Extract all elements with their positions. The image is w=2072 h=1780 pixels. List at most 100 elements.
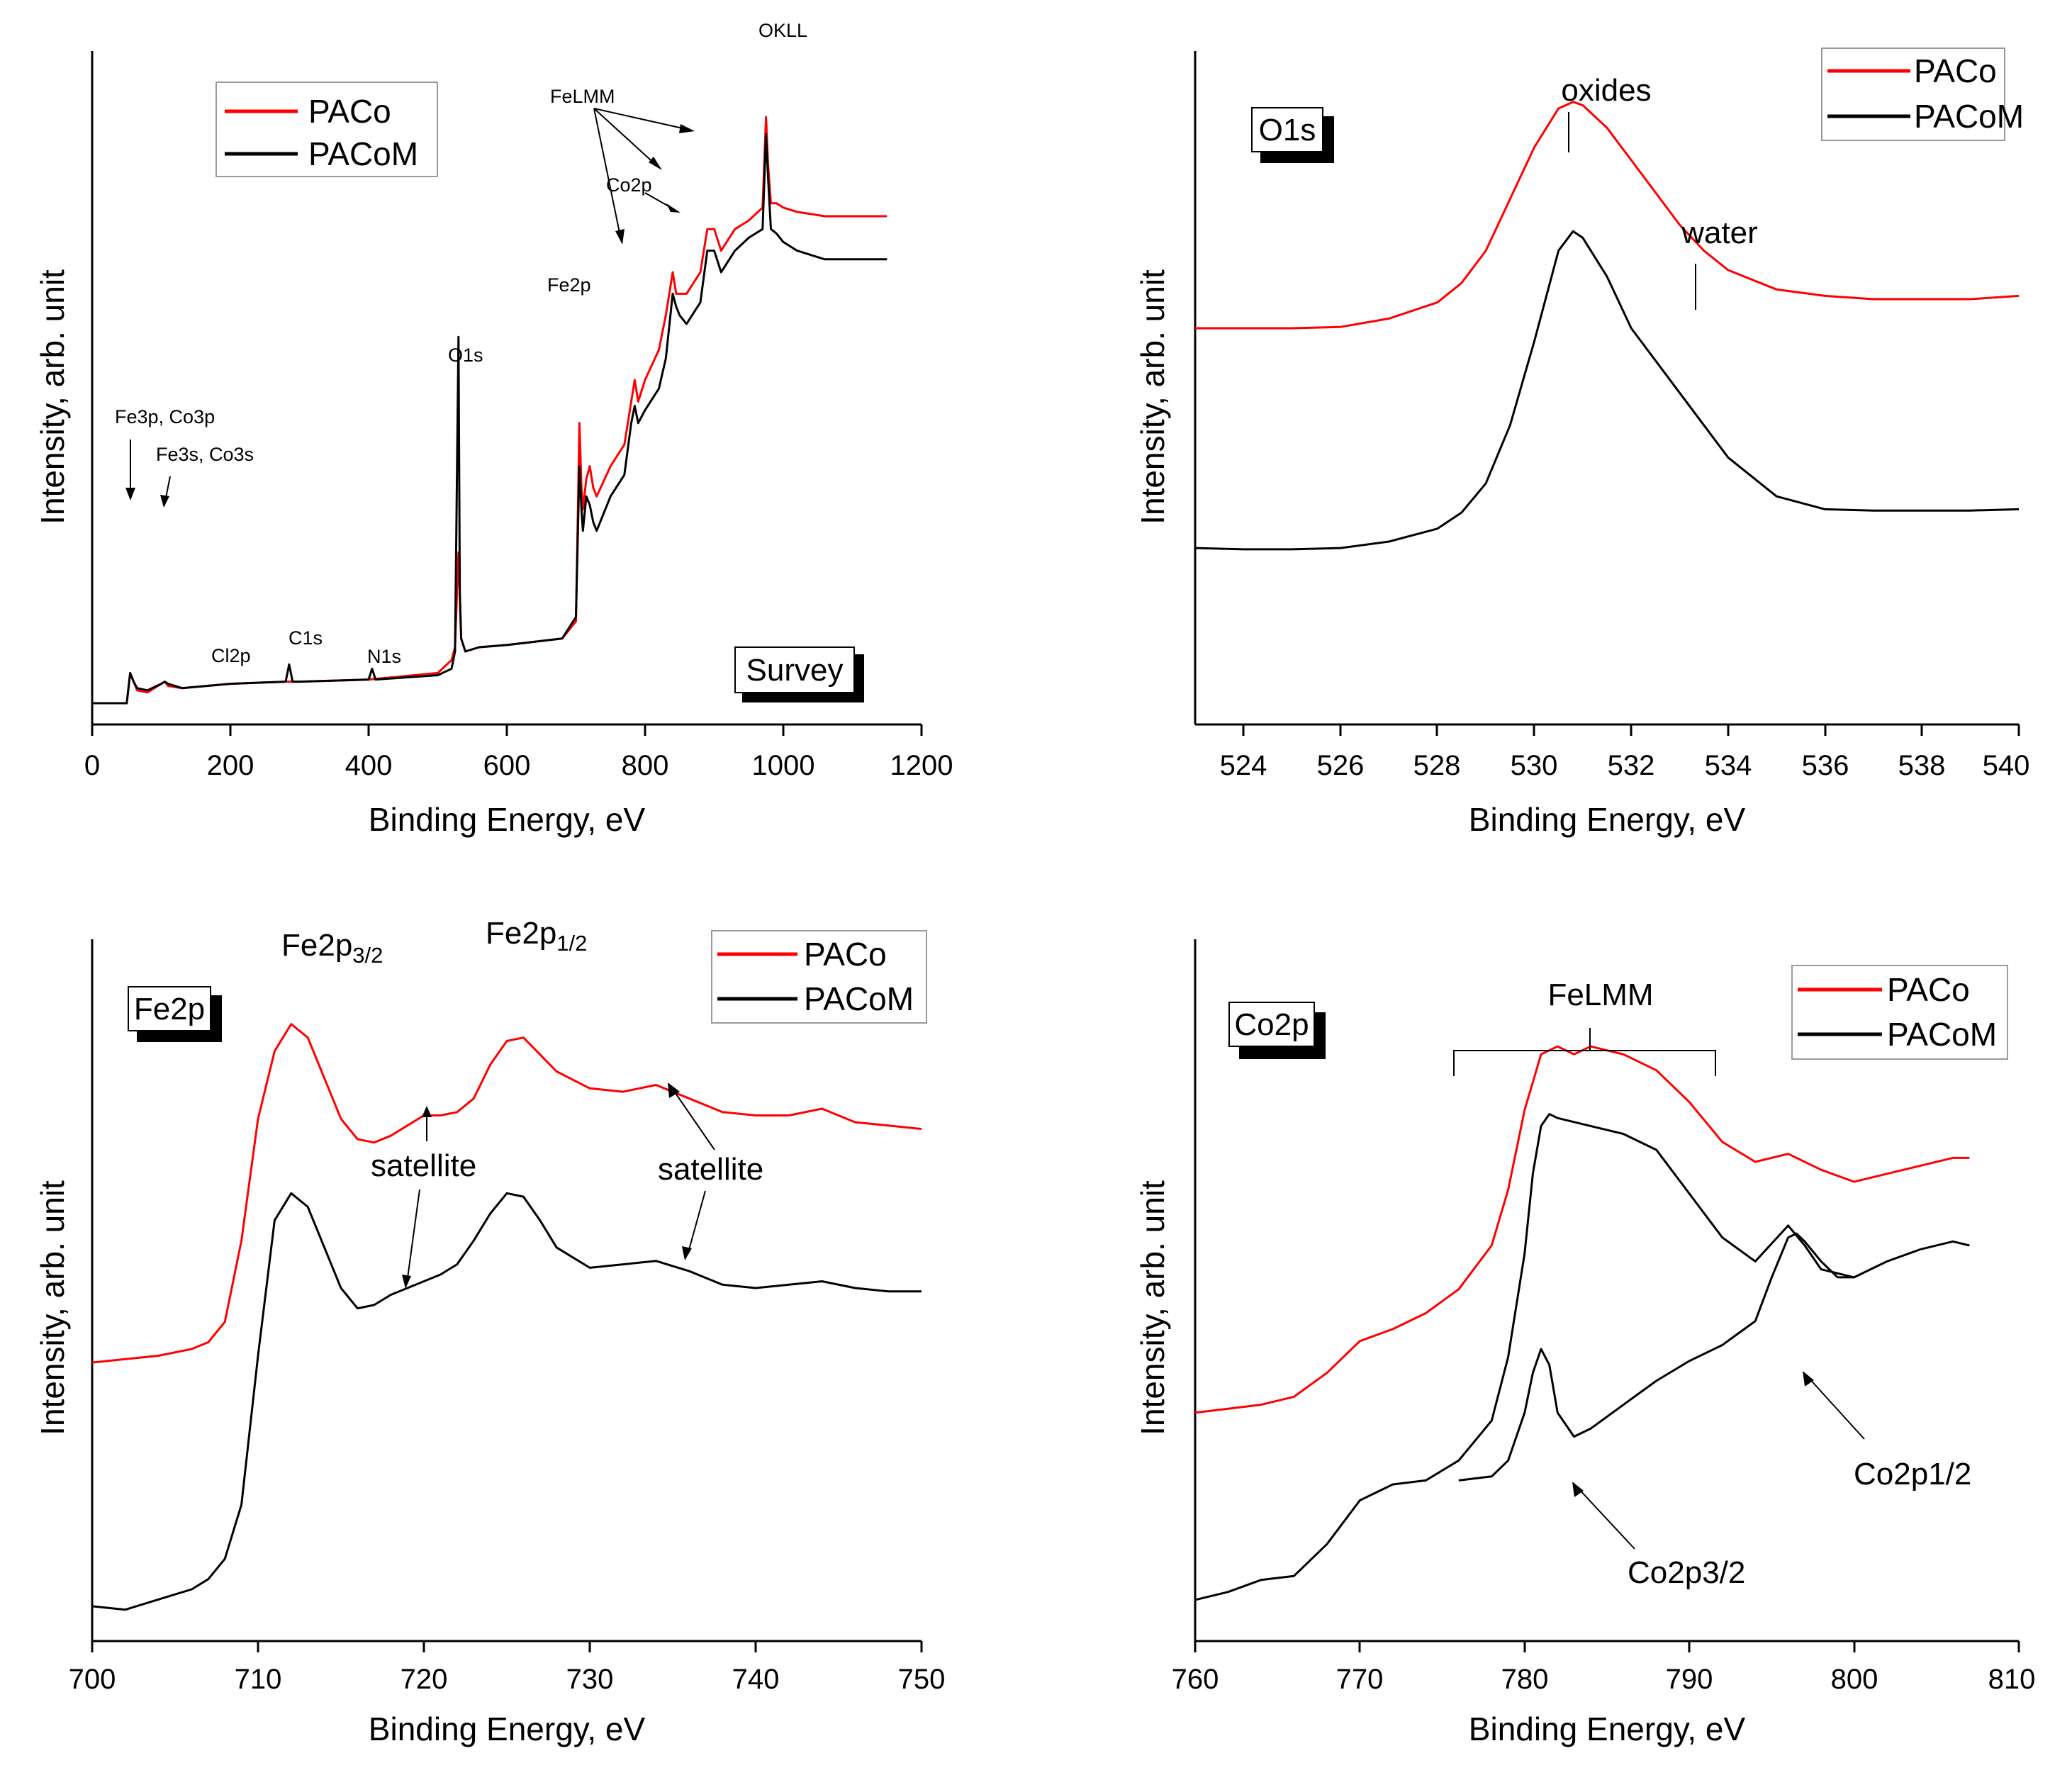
survey-legend-label-pacom: PACoM: [308, 135, 418, 172]
fe2p-y-axis-title: Intensity, arb. unit: [34, 1180, 71, 1435]
fe2p-arrowhead-icon: [402, 1275, 411, 1289]
fe2p-ann-fe2p32-main: Fe2p: [281, 928, 352, 963]
co2p-x-tick-label: 790: [1666, 1664, 1713, 1695]
fe2p-x-tick-label: 750: [898, 1664, 946, 1695]
fe2p-legend-label-paco: PACo: [804, 936, 887, 973]
fe2p-ann-satellite-right: satellite: [658, 1152, 763, 1187]
co2p-legend-box: [1791, 965, 2008, 1060]
survey-arrowhead-icon: [666, 203, 681, 213]
o1s-label-text: O1s: [1259, 113, 1316, 147]
fe2p-annotations: Fe2p3/2 Fe2p1/2 satellite satellite: [281, 916, 763, 1289]
co2p-x-tick-labels: 760 770 780 790 800 810: [1172, 1664, 2036, 1695]
co2p-arrow-co2p32: [1577, 1487, 1635, 1550]
o1s-legend-box: [1821, 47, 2005, 141]
fe2p-paco-line: [91, 1023, 922, 1364]
survey-arrow-felmm-3: [593, 108, 622, 240]
survey-ann-c1s: C1s: [289, 627, 323, 649]
o1s-legend-label-paco: PACo: [1914, 52, 1997, 89]
co2p-arrowhead-icon: [1572, 1482, 1584, 1497]
fe2p-legend-box: [711, 930, 927, 1024]
co2p-label-box: [1228, 1002, 1315, 1047]
fe2p-panel: 700 710 720 730 740 750 Binding Energy, …: [34, 916, 945, 1747]
fe2p-x-tick-labels: 700 710 720 730 740 750: [69, 1664, 946, 1695]
co2p-ann-co2p32: Co2p3/2: [1628, 1555, 1745, 1590]
fe2p-arrowhead-icon: [422, 1106, 432, 1117]
survey-ann-fe3p-co3p: Fe3p, Co3p: [115, 406, 215, 427]
fe2p-arrow-sat-right-up: [671, 1087, 715, 1151]
survey-ann-felmm: FeLMM: [550, 86, 615, 107]
co2p-pacom-line: [1194, 1113, 1970, 1601]
fe2p-ann-fe2p12-main: Fe2p: [486, 916, 556, 951]
co2p-panel-label: Co2p: [1228, 1002, 1326, 1059]
co2p-fit-line: [1458, 1232, 1854, 1482]
survey-arrowhead-icon: [160, 495, 169, 508]
fe2p-ann-satellite-left: satellite: [371, 1148, 476, 1183]
survey-panel-label: Survey: [734, 646, 864, 703]
co2p-legend: PACo PACoM: [1791, 965, 2008, 1060]
fe2p-x-tick-label: 740: [732, 1664, 780, 1695]
o1s-panel-label: O1s: [1251, 107, 1334, 163]
o1s-ann-oxides: oxides: [1561, 73, 1651, 108]
fe2p-ann-fe2p32: Fe2p3/2: [281, 928, 383, 968]
survey-x-tick-label: 600: [483, 750, 531, 781]
survey-legend-box: [215, 82, 438, 177]
survey-legend: PACo PACoM: [215, 82, 438, 177]
o1s-pacom-line: [1194, 230, 2020, 551]
survey-arrowhead-icon: [649, 157, 662, 170]
co2p-y-axis-title: Intensity, arb. unit: [1134, 1180, 1171, 1435]
co2p-felmm-bracket: [1453, 1028, 1716, 1076]
fe2p-x-tick-label: 720: [401, 1664, 448, 1695]
co2p-panel: 760 770 780 790 800 810 Binding Energy, …: [1134, 939, 2035, 1747]
survey-ann-okll: OKLL: [758, 20, 807, 41]
fe2p-x-tick-label: 700: [69, 1664, 116, 1695]
survey-ann-fe3s-co3s: Fe3s, Co3s: [156, 444, 254, 465]
survey-x-axis-title: Binding Energy, eV: [369, 801, 646, 838]
survey-arrow-felmm-2: [593, 108, 659, 167]
survey-annotations: Fe3p, Co3p Fe3s, Co3s Cl2p C1s N1s O1s F…: [115, 20, 807, 667]
survey-arrowhead-icon: [125, 488, 135, 500]
o1s-legend-label-pacom: PACoM: [1914, 98, 2024, 135]
survey-x-tick-label: 1200: [890, 750, 953, 781]
o1s-x-tick-label: 526: [1317, 750, 1365, 781]
survey-ann-cl2p: Cl2p: [211, 645, 251, 666]
fe2p-ann-fe2p12-sub: 1/2: [556, 931, 587, 956]
o1s-ann-water: water: [1681, 215, 1758, 250]
fe2p-legend-label-pacom: PACoM: [804, 980, 914, 1017]
fe2p-label-box: [128, 986, 211, 1031]
co2p-label-text: Co2p: [1234, 1007, 1309, 1042]
o1s-paco-line: [1195, 101, 2020, 330]
o1s-x-tick-label: 534: [1705, 750, 1752, 781]
survey-x-tick-label: 200: [207, 750, 254, 781]
co2p-x-axis-title: Binding Energy, eV: [1469, 1711, 1746, 1747]
o1s-x-tick-label: 536: [1802, 750, 1849, 781]
co2p-arrowhead-icon: [1803, 1371, 1814, 1387]
o1s-y-axis-title: Intensity, arb. unit: [1134, 269, 1171, 525]
o1s-legend: PACo PACoM: [1821, 47, 2024, 141]
fe2p-x-tick-label: 710: [235, 1664, 282, 1695]
fe2p-ann-fe2p32-sub: 3/2: [352, 943, 383, 968]
co2p-annotations: FeLMM Co2p3/2 Co2p1/2: [1453, 978, 1971, 1590]
o1s-x-tick-label: 528: [1413, 750, 1461, 781]
co2p-ann-co2p12: Co2p1/2: [1854, 1457, 1971, 1491]
survey-label-box: [734, 646, 855, 693]
o1s-x-tick-label: 530: [1511, 750, 1558, 781]
survey-pacom-line: [92, 133, 887, 705]
survey-x-ticks: [91, 724, 923, 736]
o1s-x-tick-label: 540: [1983, 750, 2030, 781]
fe2p-pacom-line: [91, 1192, 922, 1611]
survey-arrowhead-icon: [615, 229, 625, 245]
co2p-x-ticks: [1194, 1641, 2020, 1652]
co2p-legend-label-paco: PACo: [1887, 971, 1970, 1008]
o1s-annotations: oxides water: [1561, 73, 1758, 310]
fe2p-x-axis-title: Binding Energy, eV: [369, 1711, 646, 1747]
o1s-x-axis-title: Binding Energy, eV: [1469, 801, 1746, 838]
fe2p-ann-fe2p12: Fe2p1/2: [486, 916, 587, 956]
fe2p-arrowhead-icon: [682, 1246, 692, 1260]
o1s-panel: 524 526 528 530 532 534 536 538 540 Bind…: [1134, 47, 2030, 838]
o1s-label-box: [1251, 107, 1323, 152]
fe2p-arrow-sat-left-down: [406, 1189, 420, 1284]
survey-y-axis-title: Intensity, arb. unit: [34, 269, 71, 525]
co2p-paco-line: [1194, 1045, 1970, 1414]
survey-arrow-felmm-1: [593, 108, 690, 130]
